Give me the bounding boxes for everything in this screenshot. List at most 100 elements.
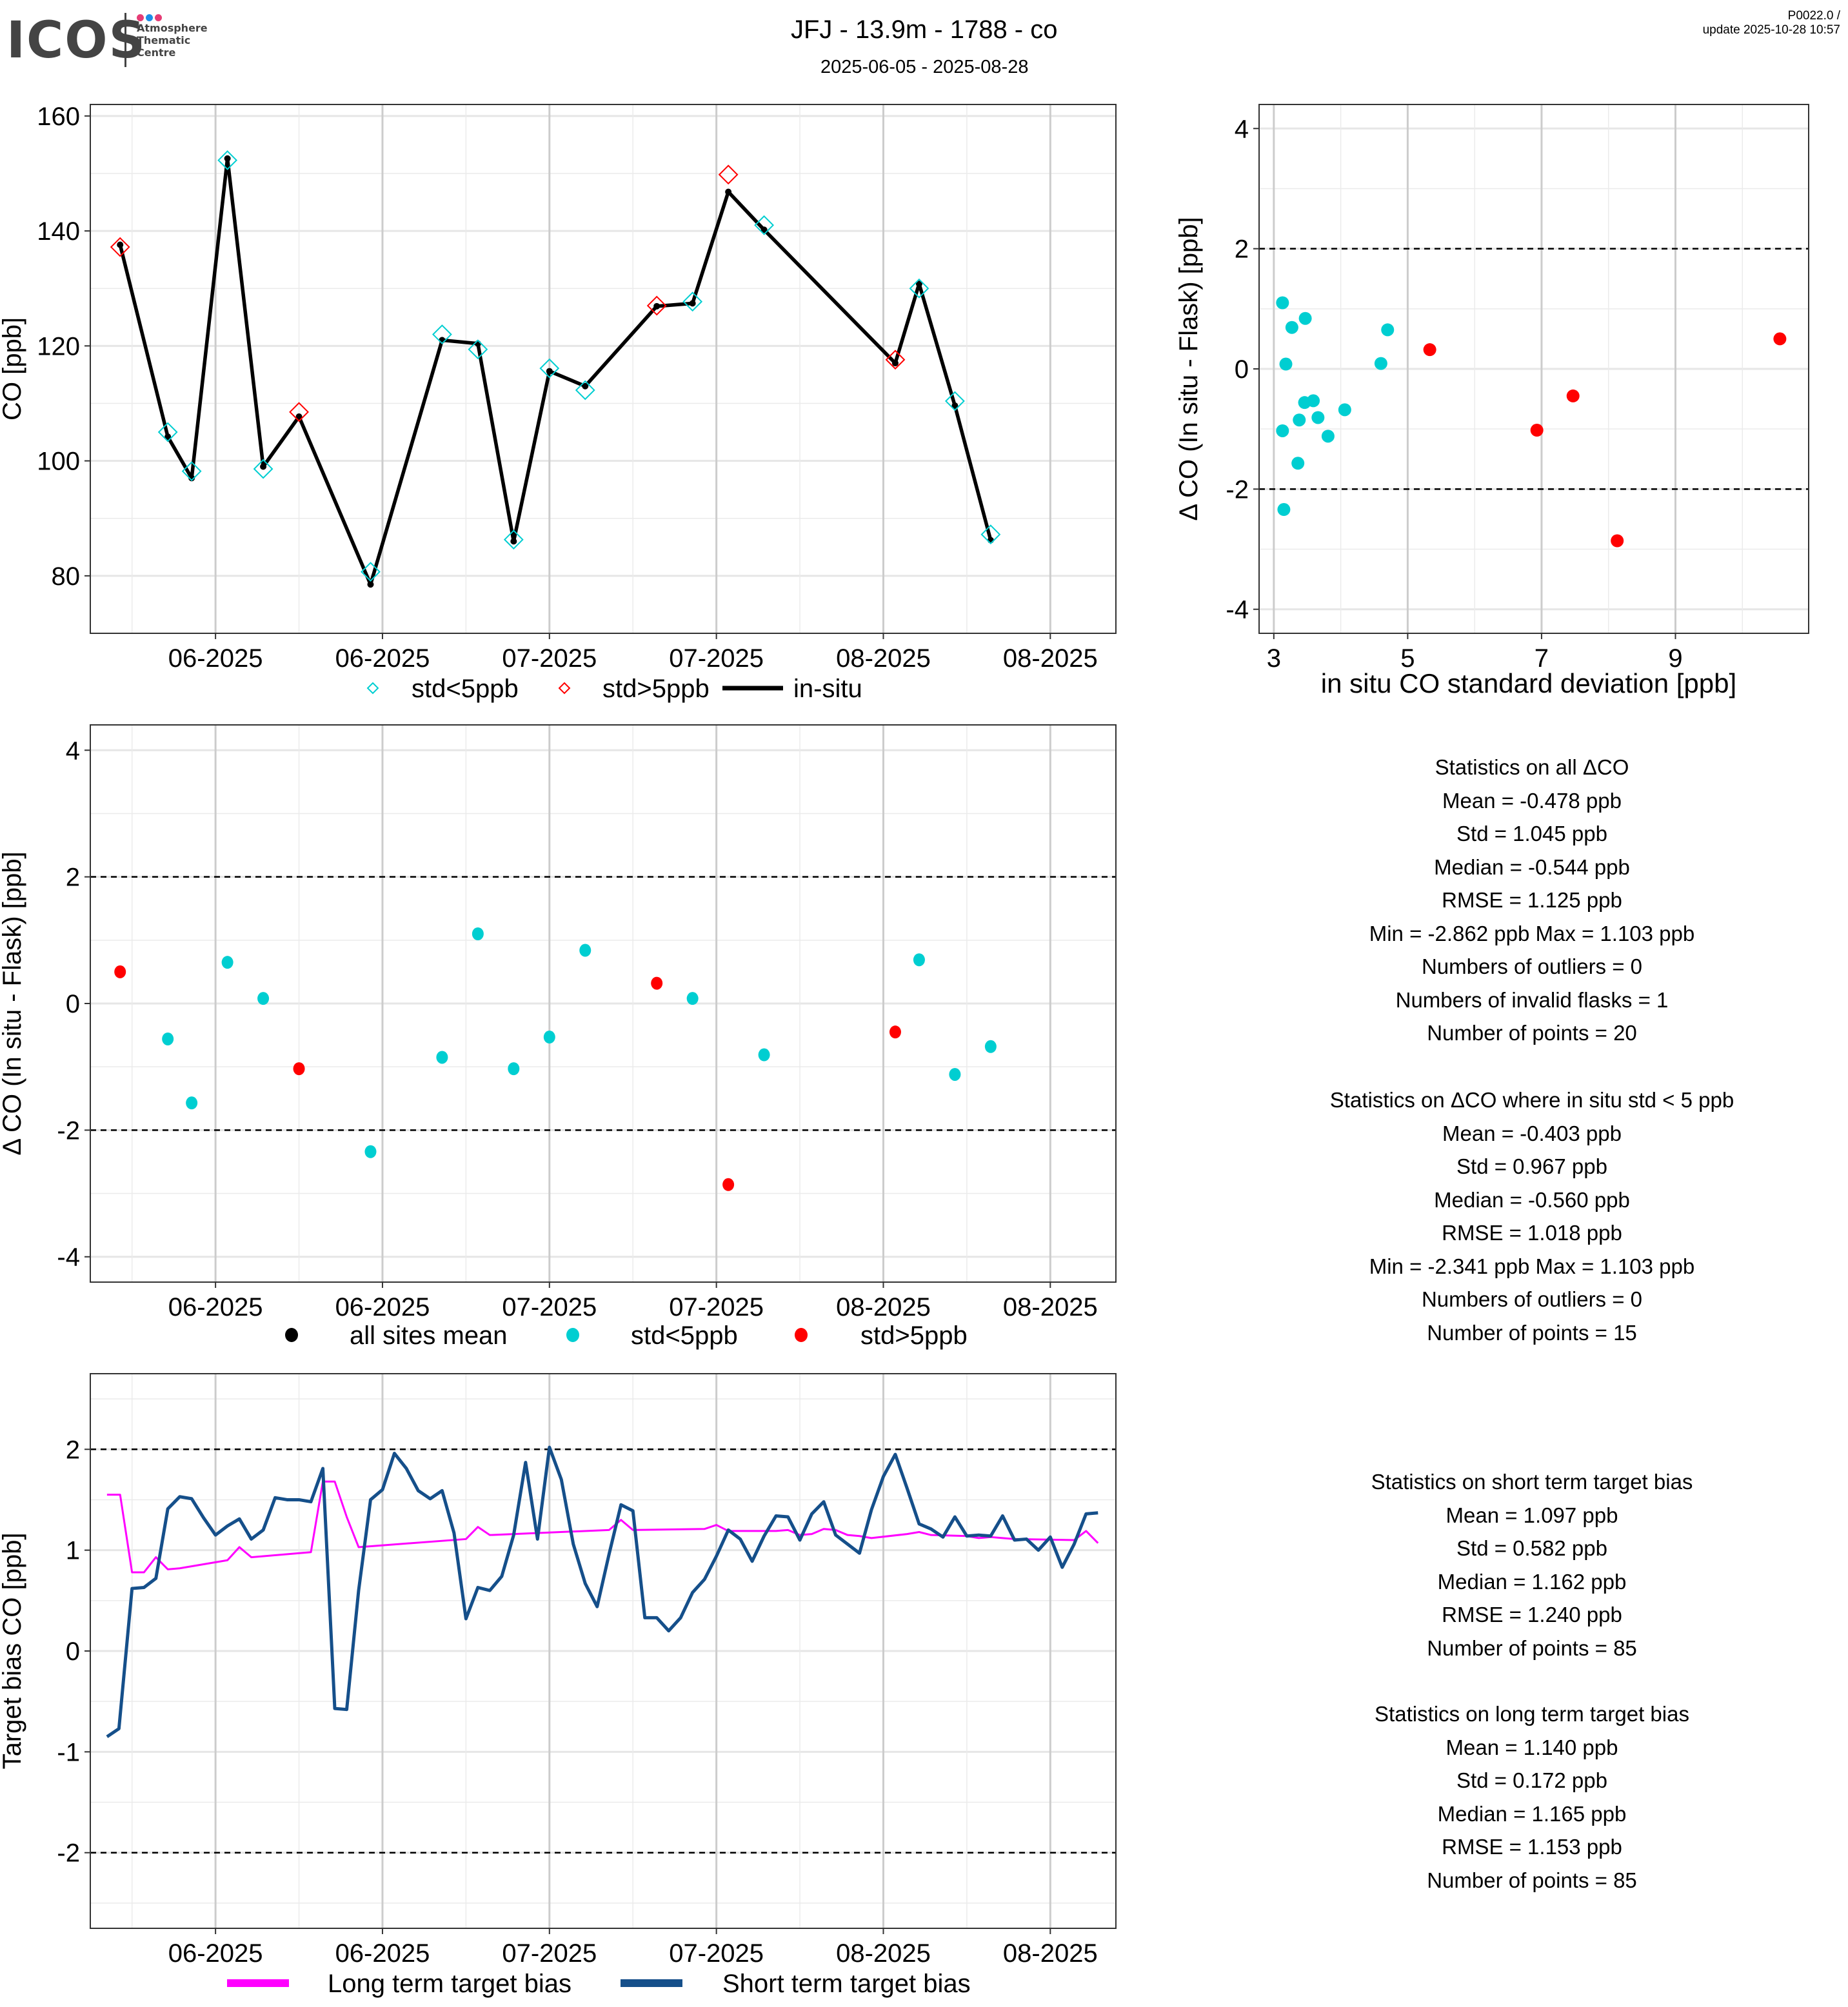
delta-timeseries-xtick-label: 06-2025 <box>168 1293 263 1321</box>
delta-timeseries-xtick-label: 06-2025 <box>335 1293 430 1321</box>
date-range: 2025-06-05 - 2025-08-28 <box>820 57 1029 77</box>
logo-dots-icon <box>137 13 164 25</box>
in-situ-point <box>224 155 231 162</box>
scatter-point <box>1566 389 1580 402</box>
stats-line: Mean = -0.478 ppb <box>1442 788 1622 813</box>
stats-line: RMSE = 1.240 ppb <box>1442 1603 1622 1626</box>
flask-marker <box>181 461 202 482</box>
flask-marker <box>539 358 560 379</box>
icos-logo: ICOS <box>6 12 146 70</box>
delta-point <box>221 956 233 969</box>
flask-marker <box>157 422 178 442</box>
scatter-point <box>1279 357 1293 371</box>
delta-point <box>162 1032 174 1045</box>
scatter-point <box>1285 321 1298 334</box>
stats-line: RMSE = 1.018 ppb <box>1442 1221 1622 1245</box>
in-situ-point <box>760 226 768 233</box>
target-bias-xtick-label: 07-2025 <box>502 1939 597 1968</box>
co-timeseries-xtick-label: 07-2025 <box>502 644 597 673</box>
logo-dot <box>146 14 153 21</box>
stats-line: Median = -0.544 ppb <box>1434 855 1630 879</box>
in-situ-point <box>653 302 661 310</box>
stats-line: Mean = 1.140 ppb <box>1446 1735 1618 1759</box>
co-timeseries-background <box>90 104 1116 633</box>
legend-all-sites-mean-icon <box>285 1328 298 1342</box>
delta-vs-std-ytick-label: 0 <box>1235 355 1249 384</box>
stats-line: Median = -0.560 ppb <box>1434 1187 1630 1212</box>
version-info: P0022.0 / update 2025-10-28 10:57 <box>1703 9 1840 37</box>
delta-point <box>651 976 663 990</box>
scatter-point <box>1291 457 1305 470</box>
flask-marker <box>909 278 929 299</box>
flask-marker <box>503 529 524 550</box>
flask-marker <box>980 524 1001 545</box>
in-situ-point <box>891 360 899 367</box>
delta-point <box>579 944 591 957</box>
logo-subtitle: Atmosphere Thematic Centre <box>137 22 208 59</box>
scatter-point <box>1311 411 1325 424</box>
delta-vs-std-ytick-label: 2 <box>1235 235 1249 264</box>
delta-point <box>949 1067 961 1081</box>
target-bias-xtick-label: 08-2025 <box>1003 1939 1098 1968</box>
stats-title: Statistics on short term target bias <box>1371 1470 1693 1494</box>
delta-point <box>114 965 126 978</box>
target-bias-ylabel: Target bias CO [ppb] <box>0 1533 26 1770</box>
in-situ-point <box>367 581 374 588</box>
co-timeseries-xtick-label: 06-2025 <box>335 644 430 673</box>
delta-point <box>722 1178 735 1191</box>
in-situ-point <box>295 413 303 420</box>
stats-line: Std = 0.582 ppb <box>1456 1536 1607 1560</box>
scatter-point <box>1423 343 1436 357</box>
scatter-point <box>1293 413 1306 427</box>
target-bias-ytick-label: 0 <box>66 1637 80 1666</box>
stats-short-term-bias: Statistics on short term target bias Mea… <box>1258 1465 1806 1665</box>
stats-line: Std = 0.172 ppb <box>1456 1768 1607 1792</box>
flask-marker <box>361 562 381 582</box>
long-term-bias-line <box>106 1480 1099 1574</box>
in-situ-point <box>725 188 732 195</box>
target-bias-ytick-label: -1 <box>57 1738 80 1766</box>
legend-std-gt5-label: std>5ppb <box>602 675 710 703</box>
legend-std-lt5-icon <box>366 682 379 695</box>
in-situ-point <box>474 340 481 347</box>
delta-timeseries-ylabel: Δ CO (In situ - Flask) [ppb] <box>0 851 26 1155</box>
delta-timeseries-ytick-label: 4 <box>66 737 80 765</box>
logo-subtitle-line: Thematic <box>137 34 191 46</box>
short-term-bias-line <box>106 1445 1098 1738</box>
legend-in-situ-label: in-situ <box>793 675 862 703</box>
stats-title: Statistics on ΔCO where in situ std < 5 … <box>1329 1088 1734 1112</box>
flask-marker <box>253 459 273 479</box>
scatter-point <box>1307 394 1320 408</box>
legend-all-sites-mean-label: all sites mean <box>350 1321 508 1350</box>
legend-std-gt5-label: std>5ppb <box>860 1321 968 1350</box>
stats-line: RMSE = 1.125 ppb <box>1442 888 1622 912</box>
target-bias-xtick-label: 08-2025 <box>836 1939 931 1968</box>
delta-vs-std-xtick-label: 5 <box>1400 644 1415 673</box>
delta-point <box>364 1145 377 1158</box>
flask-marker <box>217 150 238 170</box>
stats-line: Number of points = 20 <box>1427 1021 1637 1045</box>
delta-point <box>889 1025 901 1039</box>
co-timeseries-ytick-label: 120 <box>37 332 80 361</box>
delta-point <box>758 1048 770 1062</box>
delta-point <box>686 992 699 1005</box>
scatter-point <box>1611 534 1624 548</box>
scatter-point <box>1381 323 1395 337</box>
flask-marker <box>432 324 452 344</box>
stats-line: Numbers of outliers = 0 <box>1421 954 1643 978</box>
in-situ-point <box>260 463 267 470</box>
scatter-point <box>1773 332 1787 346</box>
scatter-point <box>1277 503 1291 517</box>
stats-line: Numbers of outliers = 0 <box>1421 1287 1643 1311</box>
target-bias-ytick-label: -2 <box>57 1839 80 1868</box>
legend-short-term-label: Short term target bias <box>722 1970 971 1998</box>
stats-line: Std = 0.967 ppb <box>1456 1154 1607 1178</box>
legend-long-term-label: Long term target bias <box>328 1970 571 1998</box>
flask-marker <box>289 402 309 422</box>
delta-timeseries-xtick-label: 08-2025 <box>1003 1293 1098 1321</box>
legend-short-term-icon <box>621 1979 682 1987</box>
co-timeseries-ytick-label: 160 <box>37 103 80 131</box>
in-situ-point <box>188 475 195 482</box>
stats-title: Statistics on long term target bias <box>1375 1702 1689 1726</box>
flask-marker <box>110 237 130 257</box>
